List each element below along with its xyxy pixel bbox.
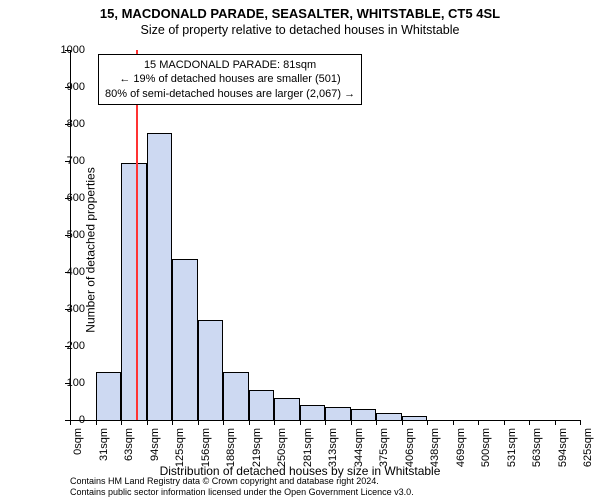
x-tick-label: 375sqm — [378, 428, 390, 468]
x-tick-label: 63sqm — [123, 428, 135, 468]
histogram-bar — [249, 390, 275, 420]
histogram-bar — [351, 409, 377, 420]
x-tick-mark — [555, 420, 556, 425]
histogram-bar — [121, 163, 147, 420]
annotation-box: 15 MACDONALD PARADE: 81sqm← 19% of detac… — [98, 54, 362, 105]
x-tick-mark — [172, 420, 173, 425]
histogram-bar — [300, 405, 326, 420]
x-tick-label: 281sqm — [302, 428, 314, 468]
annotation-line1: 15 MACDONALD PARADE: 81sqm — [105, 58, 355, 72]
footer: Contains HM Land Registry data © Crown c… — [70, 476, 414, 498]
x-tick-label: 188sqm — [225, 428, 237, 468]
x-tick-label: 594sqm — [557, 428, 569, 468]
x-tick-label: 469sqm — [455, 428, 467, 468]
x-tick-label: 156sqm — [200, 428, 212, 468]
x-tick-mark — [580, 420, 581, 425]
x-tick-mark — [274, 420, 275, 425]
x-tick-label: 625sqm — [582, 428, 594, 468]
annotation-line3: 80% of semi-detached houses are larger (… — [105, 87, 355, 101]
annotation-line2: ← 19% of detached houses are smaller (50… — [105, 72, 355, 86]
property-marker-line — [136, 50, 138, 420]
histogram-bar — [325, 407, 351, 420]
x-tick-label: 250sqm — [276, 428, 288, 468]
x-tick-mark — [376, 420, 377, 425]
x-tick-mark — [478, 420, 479, 425]
histogram-bar — [96, 372, 122, 420]
x-tick-label: 31sqm — [98, 428, 110, 468]
title-sub: Size of property relative to detached ho… — [0, 21, 600, 37]
histogram-bar — [376, 413, 402, 420]
footer-line2: Contains public sector information licen… — [70, 487, 414, 498]
histogram-bar — [198, 320, 224, 420]
x-tick-label: 406sqm — [404, 428, 416, 468]
footer-line1: Contains HM Land Registry data © Crown c… — [70, 476, 414, 487]
x-tick-label: 94sqm — [149, 428, 161, 468]
x-tick-mark — [529, 420, 530, 425]
histogram-bar — [147, 133, 173, 420]
x-tick-mark — [300, 420, 301, 425]
x-tick-mark — [198, 420, 199, 425]
x-tick-label: 531sqm — [506, 428, 518, 468]
chart-container: 15, MACDONALD PARADE, SEASALTER, WHITSTA… — [0, 0, 600, 500]
x-tick-label: 125sqm — [174, 428, 186, 468]
x-tick-mark — [453, 420, 454, 425]
histogram-bar — [172, 259, 198, 420]
x-tick-mark — [147, 420, 148, 425]
x-tick-label: 344sqm — [353, 428, 365, 468]
x-tick-label: 500sqm — [480, 428, 492, 468]
x-tick-label: 0sqm — [72, 428, 84, 468]
x-tick-mark — [223, 420, 224, 425]
x-tick-mark — [504, 420, 505, 425]
x-tick-label: 219sqm — [251, 428, 263, 468]
x-tick-label: 563sqm — [531, 428, 543, 468]
x-tick-mark — [70, 420, 71, 425]
x-tick-mark — [121, 420, 122, 425]
histogram-bar — [223, 372, 249, 420]
x-tick-mark — [402, 420, 403, 425]
x-tick-mark — [96, 420, 97, 425]
x-tick-mark — [325, 420, 326, 425]
x-tick-label: 313sqm — [327, 428, 339, 468]
x-tick-label: 438sqm — [429, 428, 441, 468]
y-axis-line — [70, 50, 71, 420]
x-tick-mark — [249, 420, 250, 425]
x-tick-mark — [351, 420, 352, 425]
x-tick-mark — [427, 420, 428, 425]
histogram-bar — [274, 398, 300, 420]
title-main: 15, MACDONALD PARADE, SEASALTER, WHITSTA… — [0, 0, 600, 21]
plot-area: 15 MACDONALD PARADE: 81sqm← 19% of detac… — [70, 50, 580, 420]
